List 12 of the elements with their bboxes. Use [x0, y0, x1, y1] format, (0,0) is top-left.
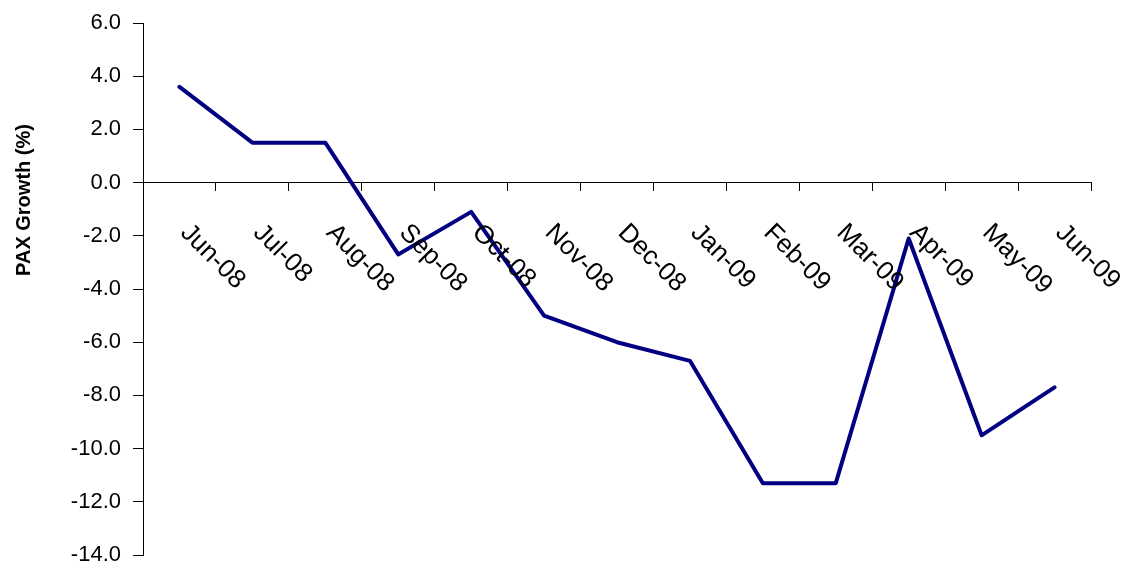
y-tick-label: 4.0: [90, 62, 121, 88]
y-tick-label: -2.0: [83, 221, 121, 247]
y-tick-label: -12.0: [70, 487, 121, 513]
y-tick-label: -6.0: [83, 328, 121, 354]
y-tick-label: -8.0: [83, 381, 121, 407]
y-tick-label: -14.0: [70, 541, 121, 564]
y-tick-label: 0.0: [90, 168, 121, 194]
y-axis-title: PAX Growth (%): [11, 124, 34, 276]
y-tick-label: 2.0: [90, 115, 121, 141]
y-tick-label: -4.0: [83, 275, 121, 301]
y-tick-label: 6.0: [90, 9, 121, 35]
y-tick-label: -10.0: [70, 434, 121, 460]
